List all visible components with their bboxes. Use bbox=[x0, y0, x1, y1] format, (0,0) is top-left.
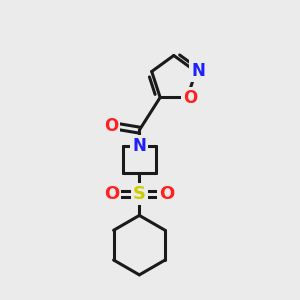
Text: S: S bbox=[133, 185, 146, 203]
Text: N: N bbox=[132, 137, 146, 155]
Text: O: O bbox=[183, 89, 197, 107]
Text: O: O bbox=[104, 185, 119, 203]
Text: N: N bbox=[191, 62, 205, 80]
Text: O: O bbox=[159, 185, 175, 203]
Text: O: O bbox=[104, 117, 118, 135]
